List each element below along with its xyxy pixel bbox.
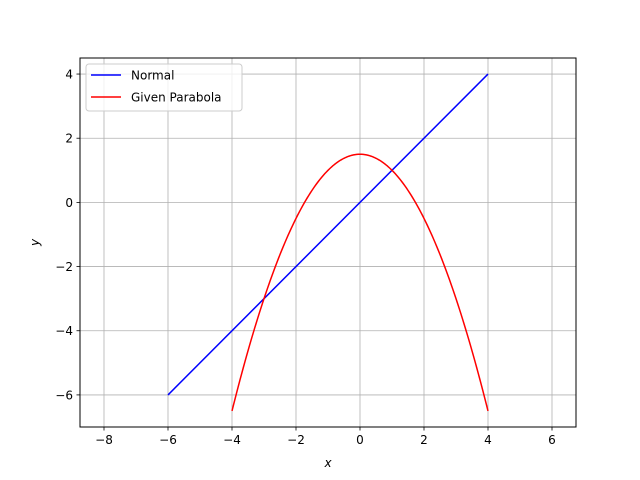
y-tick-label: −6 [55, 388, 73, 402]
x-axis-label: x [323, 456, 332, 470]
plot-frame [79, 57, 577, 428]
x-tick-label: −6 [159, 433, 177, 447]
y-tick-label: 2 [65, 132, 73, 146]
y-tick-label: 0 [65, 196, 73, 210]
legend-label-given-parabola: Given Parabola [131, 91, 222, 105]
y-axis-label: y [28, 238, 42, 247]
ticks: −8 −6 −4 −2 0 2 4 6 −6 −4 −2 0 2 4 [55, 68, 556, 447]
y-tick-label: −4 [55, 324, 73, 338]
legend-label-normal: Normal [131, 69, 174, 83]
x-tick-label: −2 [287, 433, 305, 447]
y-tick-label: −2 [55, 260, 73, 274]
x-tick-label: 0 [356, 433, 364, 447]
x-tick-label: 2 [420, 433, 428, 447]
series-layer [167, 73, 489, 412]
x-tick-label: 6 [548, 433, 556, 447]
x-tick-label: −4 [223, 433, 241, 447]
x-tick-label: −8 [95, 433, 113, 447]
series-line-given-parabola [231, 153, 489, 412]
grid [80, 58, 576, 427]
legend: Normal Given Parabola [85, 63, 243, 112]
legend-box [85, 63, 243, 112]
y-tick-label: 4 [65, 68, 73, 82]
series-line-normal [167, 73, 489, 396]
x-tick-label: 4 [484, 433, 492, 447]
